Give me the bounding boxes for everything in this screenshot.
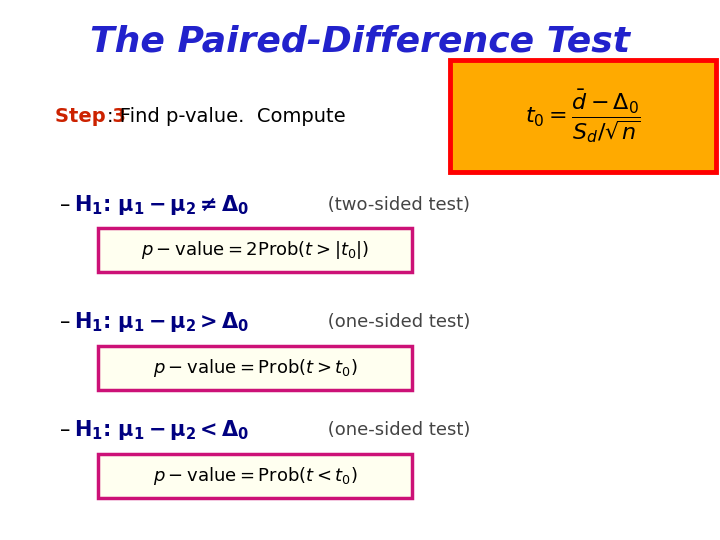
FancyBboxPatch shape [98, 454, 412, 498]
Text: : $\mathbf{\mu_1-\mu_2< \Delta_0}$: : $\mathbf{\mu_1-\mu_2< \Delta_0}$ [102, 418, 249, 442]
FancyBboxPatch shape [98, 228, 412, 272]
Text: (two-sided test): (two-sided test) [322, 196, 470, 214]
FancyBboxPatch shape [450, 60, 716, 172]
Text: $p - \mathrm{value} = \mathrm{Prob}(t > t_0)$: $p - \mathrm{value} = \mathrm{Prob}(t > … [153, 357, 357, 379]
Text: $t_0 = \dfrac{\bar{d} - \Delta_0}{S_d/\sqrt{n}}$: $t_0 = \dfrac{\bar{d} - \Delta_0}{S_d/\s… [525, 87, 641, 145]
Text: (one-sided test): (one-sided test) [322, 313, 470, 331]
Text: $\mathbf{H_1}$: $\mathbf{H_1}$ [74, 418, 103, 442]
Text: –: – [60, 420, 77, 440]
Text: $\mathbf{H_1}$: $\mathbf{H_1}$ [74, 310, 103, 334]
Text: $\mathbf{H_1}$: $\mathbf{H_1}$ [74, 193, 103, 217]
Text: –: – [60, 195, 77, 215]
FancyBboxPatch shape [98, 346, 412, 390]
Text: $p - \mathrm{value} = \mathrm{Prob}(t < t_0)$: $p - \mathrm{value} = \mathrm{Prob}(t < … [153, 465, 357, 487]
Text: : Find p-value.  Compute: : Find p-value. Compute [107, 106, 346, 125]
Text: : $\mathbf{\mu_1-\mu_2> \Delta_0}$: : $\mathbf{\mu_1-\mu_2> \Delta_0}$ [102, 310, 249, 334]
Text: (one-sided test): (one-sided test) [322, 421, 470, 439]
Text: The Paired-Difference Test: The Paired-Difference Test [90, 25, 630, 59]
Text: Step 3: Step 3 [55, 106, 126, 125]
Text: $p - \mathrm{value} = 2\mathrm{Prob}(t > |t_0|)$: $p - \mathrm{value} = 2\mathrm{Prob}(t >… [141, 239, 369, 261]
Text: : $\mathbf{\mu_1-\mu_2\neq \Delta_0}$: : $\mathbf{\mu_1-\mu_2\neq \Delta_0}$ [102, 193, 249, 217]
Text: –: – [60, 312, 77, 332]
